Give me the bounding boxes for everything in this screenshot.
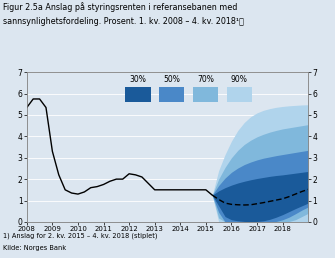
Bar	[159, 87, 184, 102]
Text: Kilde: Norges Bank: Kilde: Norges Bank	[3, 245, 66, 251]
Text: Figur 2.5a Anslag på styringsrenten i referansebanen med: Figur 2.5a Anslag på styringsrenten i re…	[3, 3, 238, 12]
Bar	[193, 87, 218, 102]
Text: 70%: 70%	[197, 75, 214, 84]
Text: 30%: 30%	[130, 75, 146, 84]
Bar	[226, 87, 252, 102]
Text: sannsynlighetsfordeling. Prosent. 1. kv. 2008 – 4. kv. 2018¹⧠: sannsynlighetsfordeling. Prosent. 1. kv.…	[3, 17, 244, 26]
Bar	[125, 87, 151, 102]
Text: 90%: 90%	[231, 75, 248, 84]
Text: 1) Anslag for 2. kv. 2015 – 4. kv. 2018 (stiplet): 1) Anslag for 2. kv. 2015 – 4. kv. 2018 …	[3, 232, 158, 239]
Text: 50%: 50%	[163, 75, 180, 84]
